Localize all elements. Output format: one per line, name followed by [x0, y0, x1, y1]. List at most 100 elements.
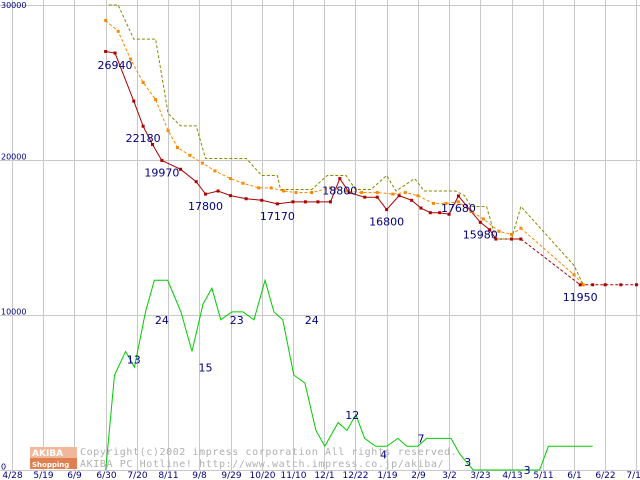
series-point-avg: [344, 189, 348, 193]
count-label: 24: [305, 314, 319, 327]
series-point-min: [160, 158, 164, 162]
series-point-min: [494, 237, 498, 241]
series-point-avg: [104, 19, 108, 22]
series-point-avg: [497, 229, 501, 233]
series-point-min: [260, 198, 264, 202]
series-point-avg: [375, 191, 379, 195]
y-tick-label: 20000: [1, 153, 26, 162]
data-label: 16800: [369, 216, 404, 229]
series-point-avg: [241, 181, 245, 185]
series-point-min: [410, 198, 414, 202]
series-point-min: [510, 237, 514, 241]
x-tick-label: 3/2: [442, 471, 456, 480]
series-point-min: [216, 189, 220, 193]
x-tick-label: 11/10: [281, 471, 307, 480]
x-tick-label: 10/20: [250, 471, 276, 480]
x-tick-label: 12/1: [314, 471, 334, 480]
series-point-min: [375, 195, 379, 199]
series-line-max: [108, 4, 487, 207]
x-tick-label: 6/30: [96, 471, 116, 480]
series-point-avg: [328, 186, 332, 190]
series-point-avg: [175, 146, 179, 150]
x-tick-label: 6/1: [567, 471, 581, 480]
series-point-avg: [269, 186, 273, 190]
data-label: 26940: [98, 59, 133, 72]
series-point-min: [113, 51, 117, 55]
series-point-avg: [116, 29, 120, 33]
series-point-avg: [469, 209, 473, 213]
series-point-min: [447, 212, 451, 216]
data-label: 18800: [322, 185, 357, 198]
series-point-avg: [481, 217, 485, 221]
count-label: 3: [524, 464, 531, 477]
series-point-avg: [456, 200, 460, 204]
series-point-min: [194, 180, 198, 184]
series-point-avg: [213, 169, 217, 173]
count-label: 13: [127, 353, 141, 366]
series-point-min: [141, 124, 145, 128]
watermark-url: AKIBA PC Hotline! http://www.watch.impre…: [80, 459, 444, 470]
series-point-avg: [510, 232, 514, 236]
watermark-copyright: Copyright(c)2002 impress corporation All…: [80, 447, 457, 458]
series-point-min: [179, 167, 183, 171]
count-label: 24: [155, 314, 169, 327]
x-tick-label: 6/9: [67, 471, 82, 480]
data-label: 17170: [260, 210, 295, 223]
series-point-avg: [282, 189, 286, 193]
series-point-min: [634, 283, 638, 287]
series-point-avg: [200, 161, 204, 165]
series-point-min: [338, 177, 342, 181]
series-point-min: [519, 237, 523, 241]
series-point-min: [303, 200, 307, 204]
series-point-avg: [416, 194, 420, 198]
x-tick-label: 1/19: [377, 471, 397, 480]
series-point-min: [229, 194, 233, 198]
series-group: [104, 4, 640, 471]
count-label: 12: [345, 409, 359, 422]
data-label: 17800: [188, 200, 223, 213]
series-point-min: [438, 211, 442, 215]
series-point-avg: [403, 191, 407, 195]
series-point-avg: [188, 153, 192, 157]
y-tick-label: 30000: [1, 1, 26, 10]
series-point-avg: [141, 81, 145, 84]
watermark: AKIBA Shopping Copyright(c)2002 impress …: [30, 447, 457, 470]
x-tick-label: 7/20: [127, 471, 147, 480]
series-point-min: [619, 283, 623, 287]
series-point-min: [456, 194, 460, 198]
series-point-min: [363, 195, 367, 199]
series-point-min: [104, 50, 108, 53]
series-point-min: [347, 191, 351, 195]
series-point-min: [132, 99, 136, 103]
series-point-avg: [572, 273, 576, 277]
watermark-logo-bottom-box: [30, 458, 77, 469]
series-point-avg: [519, 226, 523, 230]
series-point-min: [603, 283, 607, 287]
data-label: 19970: [144, 166, 179, 179]
series-point-min: [428, 211, 432, 215]
x-tick-label: 5/11: [533, 471, 553, 480]
count-label: 3: [464, 456, 471, 469]
count-label: 23: [230, 314, 244, 327]
series-line-shops: [105, 278, 593, 471]
x-tick-label: 8/11: [158, 471, 178, 480]
count-label: 7: [417, 432, 424, 445]
x-tick-label: 6/22: [595, 471, 615, 480]
x-tick-label: 5/19: [33, 471, 53, 480]
series-point-avg: [166, 129, 170, 133]
series-point-avg: [391, 192, 395, 196]
count-label: 15: [199, 361, 213, 374]
series-point-min: [385, 208, 389, 212]
series-point-avg: [257, 186, 261, 190]
data-label: 22180: [126, 132, 161, 145]
data-label: 15980: [463, 228, 498, 241]
series-point-min: [328, 200, 332, 204]
x-tick-label: 2/9: [411, 471, 426, 480]
watermark-logo-top-box: [30, 447, 77, 458]
series-line-min: [105, 51, 521, 240]
series-line-avg-projected: [520, 227, 584, 286]
series-point-min: [275, 202, 279, 206]
